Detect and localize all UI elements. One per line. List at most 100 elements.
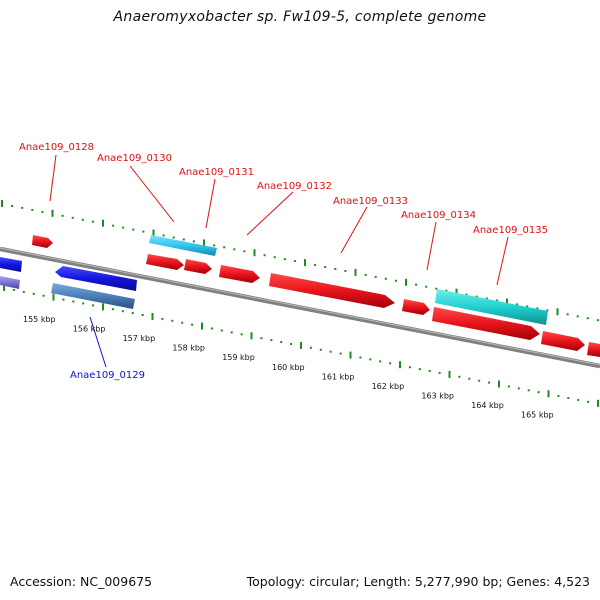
major-tick: [152, 229, 155, 237]
gene-feature[interactable]: [587, 342, 600, 357]
major-tick: [102, 303, 104, 311]
minor-tick: [92, 304, 95, 307]
minor-tick: [21, 206, 24, 209]
minor-tick: [192, 240, 195, 243]
minor-tick: [191, 323, 194, 326]
gene-feature[interactable]: [51, 283, 135, 309]
gene-feature[interactable]: [146, 254, 184, 270]
minor-tick: [62, 298, 65, 301]
minor-tick: [263, 254, 266, 257]
gene-label-anae109-0134[interactable]: Anae109_0134: [401, 210, 476, 221]
major-tick: [201, 322, 203, 330]
gene-label-anae109-0132[interactable]: Anae109_0132: [257, 181, 332, 192]
minor-tick: [334, 268, 337, 270]
minor-tick: [161, 317, 164, 320]
gene-label-anae109-0131[interactable]: Anae109_0131: [179, 167, 254, 178]
minor-tick: [364, 273, 367, 276]
gene-feature-anae109-0134[interactable]: [402, 299, 430, 315]
major-tick: [349, 351, 352, 359]
minor-tick: [132, 228, 135, 231]
accession-text: Accession: NC_009675: [10, 574, 153, 589]
minor-tick: [81, 218, 84, 221]
minor-tick: [566, 313, 569, 316]
gene-label-anae109-0135[interactable]: Anae109_0135: [473, 225, 548, 236]
minor-tick: [517, 387, 520, 390]
scale-label: 158 kbp: [172, 344, 205, 353]
major-tick: [304, 259, 306, 267]
major-tick: [52, 293, 55, 301]
minus-strand-features: [0, 257, 137, 309]
minor-tick: [319, 348, 322, 351]
minor-tick: [468, 377, 471, 380]
minor-tick: [243, 250, 246, 253]
minor-tick: [465, 293, 468, 296]
minor-tick: [567, 397, 570, 399]
minor-tick: [587, 400, 590, 403]
minor-tick: [428, 370, 431, 372]
gene-feature-anae109-0130[interactable]: [149, 235, 217, 256]
leader-line: [426, 221, 437, 271]
minor-tick: [369, 358, 372, 361]
minor-tick: [11, 205, 14, 207]
gene-feature-anae109-0133[interactable]: [269, 273, 395, 308]
minor-tick: [171, 319, 174, 322]
minor-tick: [415, 283, 418, 286]
gene-label-anae109-0133[interactable]: Anae109_0133: [333, 196, 408, 207]
minor-tick: [527, 389, 530, 392]
gene-label-anae109-0130[interactable]: Anae109_0130: [97, 153, 172, 164]
minor-tick: [213, 244, 216, 247]
scale-label: 155 kbp: [23, 315, 56, 324]
major-tick: [506, 298, 508, 306]
minor-tick: [283, 258, 286, 261]
minor-tick: [181, 321, 184, 324]
minor-tick: [324, 266, 327, 268]
minor-tick: [435, 287, 438, 290]
gene-feature-anae109-0129[interactable]: [55, 266, 137, 291]
minor-tick: [31, 208, 34, 211]
minor-tick: [384, 277, 387, 280]
minor-tick: [516, 303, 519, 306]
minor-tick: [507, 385, 510, 388]
map-title: Anaeromyxobacter sp. Fw109-5, complete g…: [113, 9, 487, 25]
gene-label-anae109-0128[interactable]: Anae109_0128: [19, 142, 94, 153]
scale-label: 165 kbp: [521, 411, 554, 420]
scale-label: 159 kbp: [222, 353, 255, 362]
minor-tick: [389, 362, 392, 365]
leader-line: [340, 206, 368, 254]
minor-tick: [230, 331, 233, 334]
gene-feature[interactable]: [541, 331, 585, 351]
major-tick: [1, 200, 3, 207]
leader-line: [89, 316, 107, 368]
minor-tick: [485, 297, 488, 300]
minor-tick: [576, 315, 579, 318]
minor-tick: [557, 395, 560, 398]
gene-feature[interactable]: [0, 276, 20, 289]
leader-line: [246, 191, 294, 236]
minor-tick: [379, 360, 382, 363]
minor-tick: [111, 308, 114, 311]
major-tick: [547, 390, 550, 398]
outer-tick-row: [1, 200, 599, 322]
scale-label: 156 kbp: [73, 325, 106, 334]
gene-label-anae109-0129[interactable]: Anae109_0129: [70, 370, 145, 381]
gene-feature-anae109-0131[interactable]: [184, 259, 212, 274]
minor-tick: [220, 329, 223, 332]
minor-tick: [394, 279, 397, 282]
minor-tick: [121, 310, 124, 313]
gene-feature-anae109-0132[interactable]: [219, 265, 260, 283]
minor-tick: [488, 381, 491, 384]
gene-feature[interactable]: [0, 257, 22, 272]
gene-feature[interactable]: [432, 307, 540, 340]
minor-tick: [478, 379, 481, 382]
minor-tick: [91, 220, 94, 223]
major-tick: [250, 332, 253, 340]
minor-tick: [223, 246, 226, 249]
minor-tick: [273, 256, 276, 259]
minor-tick: [438, 371, 441, 374]
minor-tick: [445, 289, 448, 292]
gene-feature-anae109-0135[interactable]: [435, 289, 548, 325]
major-tick: [448, 370, 451, 378]
gene-feature[interactable]: [32, 235, 53, 248]
minor-tick: [596, 319, 599, 322]
